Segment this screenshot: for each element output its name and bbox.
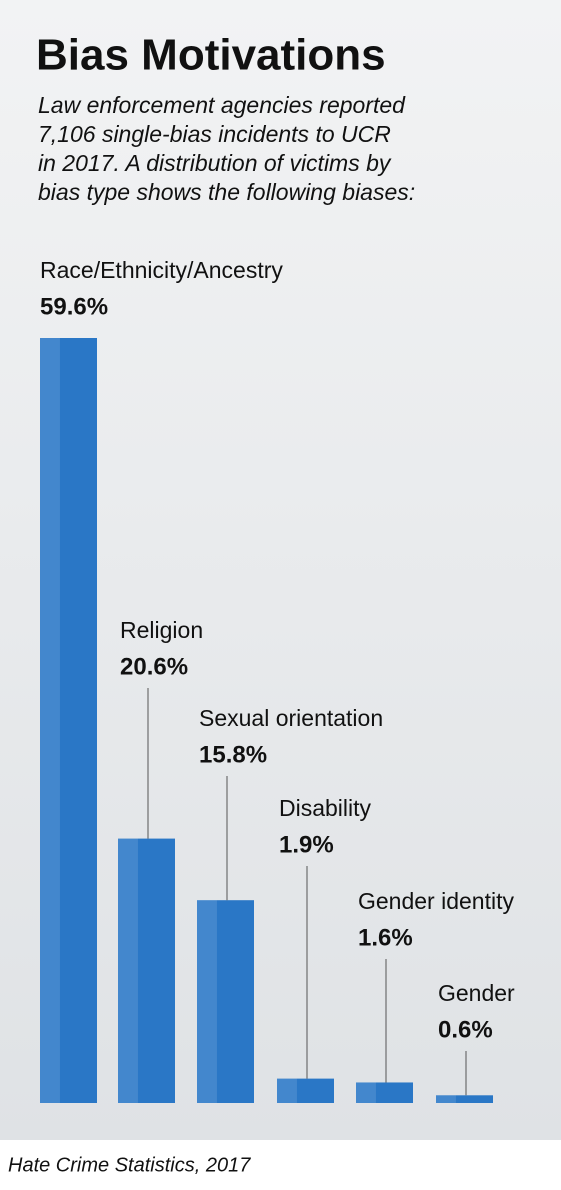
bar	[277, 1078, 334, 1103]
bar	[436, 1095, 493, 1103]
subtitle-line: bias type shows the following biases:	[38, 179, 415, 205]
chart-title: Bias Motivations	[36, 31, 386, 80]
bar	[118, 838, 175, 1103]
bar	[356, 1082, 413, 1103]
bar-highlight	[277, 1078, 297, 1103]
bar-highlight	[436, 1095, 456, 1103]
value-label: 1.6%	[358, 924, 413, 951]
subtitle-line: 7,106 single-bias incidents to UCR	[38, 121, 391, 147]
source: Hate Crime Statistics, 2017	[8, 1154, 251, 1176]
category-label: Gender	[438, 980, 515, 1006]
bar	[40, 338, 97, 1103]
category-label: Religion	[120, 617, 203, 643]
category-label: Race/Ethnicity/Ancestry	[40, 257, 283, 283]
bar-highlight	[118, 838, 138, 1103]
value-label: 20.6%	[120, 653, 188, 680]
subtitle-line: Law enforcement agencies reported	[38, 92, 406, 118]
subtitle-line: in 2017. A distribution of victims by	[38, 150, 392, 176]
bar-highlight	[40, 338, 60, 1103]
value-label: 1.9%	[279, 831, 334, 858]
value-label: 59.6%	[40, 293, 108, 320]
bar-highlight	[356, 1082, 376, 1103]
category-label: Gender identity	[358, 888, 514, 914]
bar	[197, 900, 254, 1103]
bar-highlight	[197, 900, 217, 1103]
category-label: Disability	[279, 795, 372, 821]
value-label: 0.6%	[438, 1016, 493, 1043]
category-label: Sexual orientation	[199, 705, 383, 731]
value-label: 15.8%	[199, 741, 267, 768]
footer-background	[0, 1140, 561, 1190]
